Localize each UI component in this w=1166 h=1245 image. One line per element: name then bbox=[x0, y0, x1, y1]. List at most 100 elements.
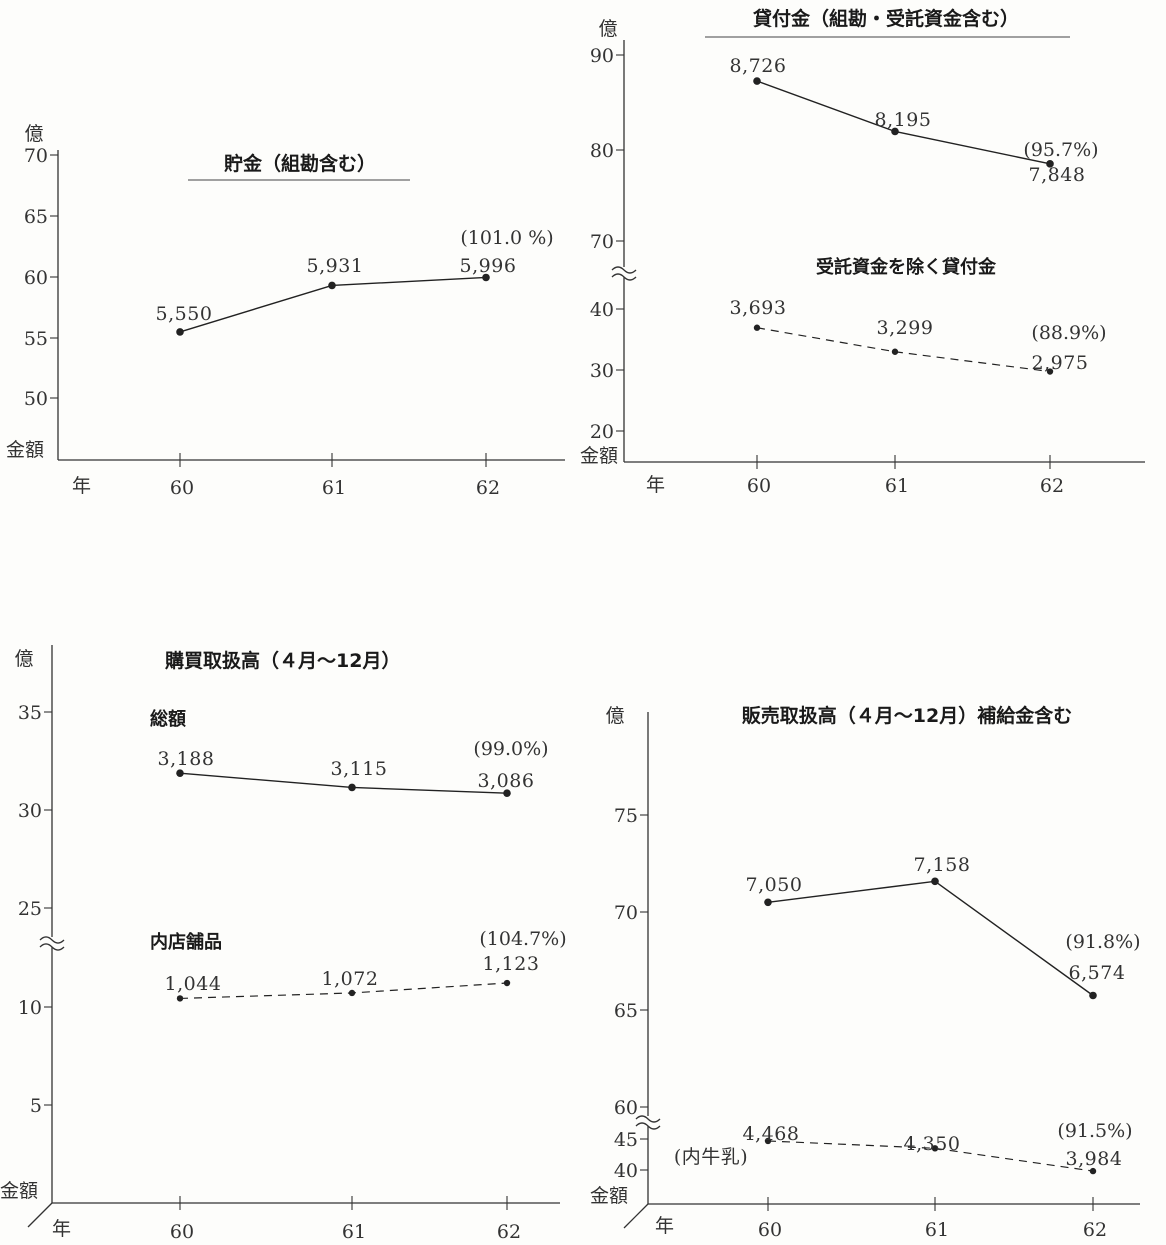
y-tick-label: 30 bbox=[590, 360, 614, 382]
data-label: 1,072 bbox=[322, 968, 379, 990]
y-tick-label: 60 bbox=[24, 267, 48, 289]
data-label: 8,726 bbox=[730, 55, 787, 77]
unit-label: 億 bbox=[605, 705, 624, 727]
percent-label: (91.8%) bbox=[1065, 931, 1140, 953]
axis-break-icon bbox=[635, 1115, 661, 1130]
data-point bbox=[931, 1145, 939, 1152]
data-point bbox=[482, 273, 490, 282]
data-label: 3,693 bbox=[730, 297, 787, 319]
y-tick-label: 25 bbox=[18, 898, 42, 920]
y-axis-label: 金額 bbox=[0, 1180, 38, 1202]
data-label: 2,975 bbox=[1032, 352, 1089, 374]
data-label: 3,299 bbox=[877, 317, 934, 339]
x-tick-label: 62 bbox=[497, 1221, 521, 1243]
series-line bbox=[767, 1140, 1094, 1172]
percent-label: (91.5%) bbox=[1057, 1120, 1132, 1142]
axis-corner bbox=[27, 1202, 53, 1228]
y-tick-label: 70 bbox=[590, 231, 614, 253]
series-1: 5,550 5,931 5,996 (101.0 %) bbox=[156, 227, 554, 336]
data-point bbox=[348, 783, 356, 792]
data-label: 4,350 bbox=[904, 1133, 961, 1155]
data-label: 7,050 bbox=[746, 874, 803, 896]
data-point bbox=[1046, 160, 1054, 168]
data-label: 3,086 bbox=[478, 770, 535, 792]
x-tick-label: 61 bbox=[925, 1219, 949, 1241]
x-tick-label: 60 bbox=[170, 477, 194, 499]
y-tick-label: 35 bbox=[18, 702, 42, 724]
data-label: 1,044 bbox=[165, 973, 222, 995]
data-point bbox=[891, 127, 899, 136]
y-tick-label: 70 bbox=[24, 145, 48, 167]
y-tick-label: 30 bbox=[18, 800, 42, 822]
y-tick-label: 65 bbox=[614, 1000, 638, 1022]
y-tick-label: 90 bbox=[590, 45, 614, 67]
data-point bbox=[176, 769, 184, 777]
series-1: 3,188 3,115 3,086 (99.0%) 総額 bbox=[150, 708, 549, 797]
data-label: 8,195 bbox=[875, 109, 932, 131]
data-point bbox=[348, 989, 356, 997]
series-line bbox=[767, 880, 1094, 997]
axis-break-icon bbox=[39, 936, 65, 951]
y-axis-label: 金額 bbox=[6, 439, 44, 461]
series-2: 1,044 1,072 1,123 (104.7%) 内店舗品 bbox=[150, 928, 567, 1002]
data-point bbox=[503, 979, 511, 987]
x-axis-label: 年 bbox=[655, 1215, 674, 1237]
x-tick-label: 61 bbox=[342, 1221, 366, 1243]
data-label: 3,188 bbox=[158, 748, 215, 770]
x-tick-label: 60 bbox=[170, 1221, 194, 1243]
y-tick-label: 10 bbox=[18, 997, 42, 1019]
x-tick-label: 61 bbox=[885, 475, 909, 497]
y-tick-label: 55 bbox=[24, 328, 48, 350]
data-point bbox=[328, 281, 336, 290]
y-axis-label: 金額 bbox=[590, 1185, 628, 1207]
axis-corner bbox=[623, 1203, 649, 1229]
data-label: 5,931 bbox=[307, 255, 364, 277]
x-axis-label: 年 bbox=[72, 475, 91, 497]
data-label: 7,158 bbox=[914, 854, 971, 876]
data-label: 1,123 bbox=[483, 953, 540, 975]
data-label: 4,468 bbox=[743, 1123, 800, 1145]
x-axis-label: 年 bbox=[646, 474, 665, 496]
data-point bbox=[764, 1137, 772, 1145]
y-tick-label: 70 bbox=[614, 902, 638, 924]
y-axis-label: 金額 bbox=[580, 445, 618, 467]
data-label: 5,550 bbox=[156, 303, 213, 325]
x-tick-label: 61 bbox=[322, 477, 346, 499]
percent-label: (101.0 %) bbox=[460, 227, 553, 249]
series-2: 4,468 4,350 3,984 (91.5%) (内牛乳) bbox=[674, 1120, 1133, 1175]
series-name-label: (内牛乳) bbox=[674, 1146, 748, 1168]
data-label: 5,996 bbox=[460, 255, 517, 277]
data-point bbox=[753, 77, 761, 85]
chart-title: 貸付金（組勘・受託資金含む） bbox=[752, 7, 1019, 30]
y-tick-label: 20 bbox=[590, 421, 614, 443]
chart-title: 購買取扱高（４月～12月） bbox=[165, 649, 400, 672]
percent-label: (95.7%) bbox=[1023, 139, 1098, 161]
series-name-label: 内店舗品 bbox=[150, 931, 222, 953]
percent-label: (99.0%) bbox=[473, 738, 548, 760]
unit-label: 億 bbox=[24, 123, 43, 145]
y-tick-label: 80 bbox=[590, 140, 614, 162]
unit-label: 億 bbox=[598, 18, 617, 40]
y-tick-label: 65 bbox=[24, 206, 48, 228]
data-point bbox=[931, 877, 939, 886]
percent-label: (104.7%) bbox=[479, 928, 566, 950]
series-2: 3,693 3,299 2,975 (88.9%) 受託資金を除く貸付金 bbox=[730, 256, 1107, 375]
data-label: 3,984 bbox=[1066, 1148, 1123, 1170]
data-point bbox=[176, 995, 184, 1002]
x-tick-label: 62 bbox=[1083, 1219, 1107, 1241]
y-tick-label: 40 bbox=[614, 1160, 638, 1182]
y-tick-label: 5 bbox=[30, 1095, 42, 1117]
data-point bbox=[764, 898, 772, 907]
x-tick-label: 62 bbox=[1040, 475, 1064, 497]
x-tick-label: 60 bbox=[758, 1219, 782, 1241]
x-tick-label: 62 bbox=[476, 477, 500, 499]
data-point bbox=[1089, 1167, 1097, 1175]
y-tick-label: 45 bbox=[614, 1129, 638, 1151]
data-point bbox=[176, 328, 184, 336]
percent-label: (88.9%) bbox=[1031, 322, 1106, 344]
data-point bbox=[503, 789, 511, 797]
y-tick-label: 75 bbox=[614, 805, 638, 827]
